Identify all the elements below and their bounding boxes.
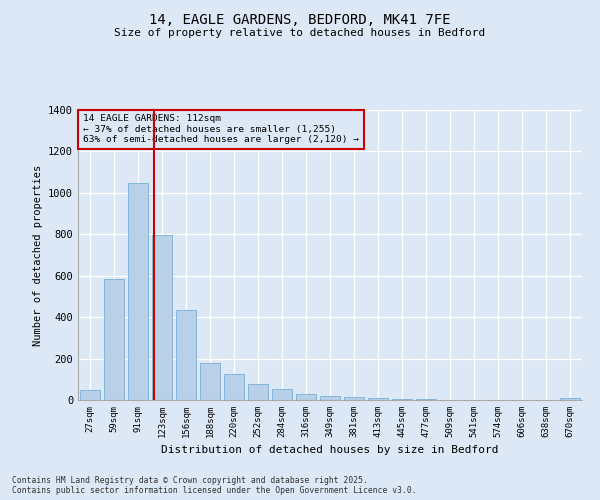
Bar (248, 384, 268, 400)
Text: 14, EAGLE GARDENS, BEDFORD, MK41 7FE: 14, EAGLE GARDENS, BEDFORD, MK41 7FE (149, 12, 451, 26)
Bar (224, 374, 244, 400)
Bar (128, 182, 148, 400)
Bar (104, 279, 124, 400)
Bar (344, 397, 364, 400)
Text: Contains HM Land Registry data © Crown copyright and database right 2025.
Contai: Contains HM Land Registry data © Crown c… (12, 476, 416, 495)
Bar (392, 399, 412, 400)
Bar (272, 388, 292, 400)
Bar (152, 236, 172, 400)
Bar (80, 390, 100, 400)
Bar (296, 394, 316, 400)
Bar (200, 362, 220, 400)
Bar (320, 396, 340, 400)
X-axis label: Distribution of detached houses by size in Bedford: Distribution of detached houses by size … (161, 446, 499, 456)
Bar (560, 398, 580, 400)
Text: 14 EAGLE GARDENS: 112sqm
← 37% of detached houses are smaller (1,255)
63% of sem: 14 EAGLE GARDENS: 112sqm ← 37% of detach… (83, 114, 359, 144)
Y-axis label: Number of detached properties: Number of detached properties (32, 164, 43, 346)
Text: Size of property relative to detached houses in Bedford: Size of property relative to detached ho… (115, 28, 485, 38)
Bar (176, 310, 196, 400)
Bar (368, 398, 388, 400)
